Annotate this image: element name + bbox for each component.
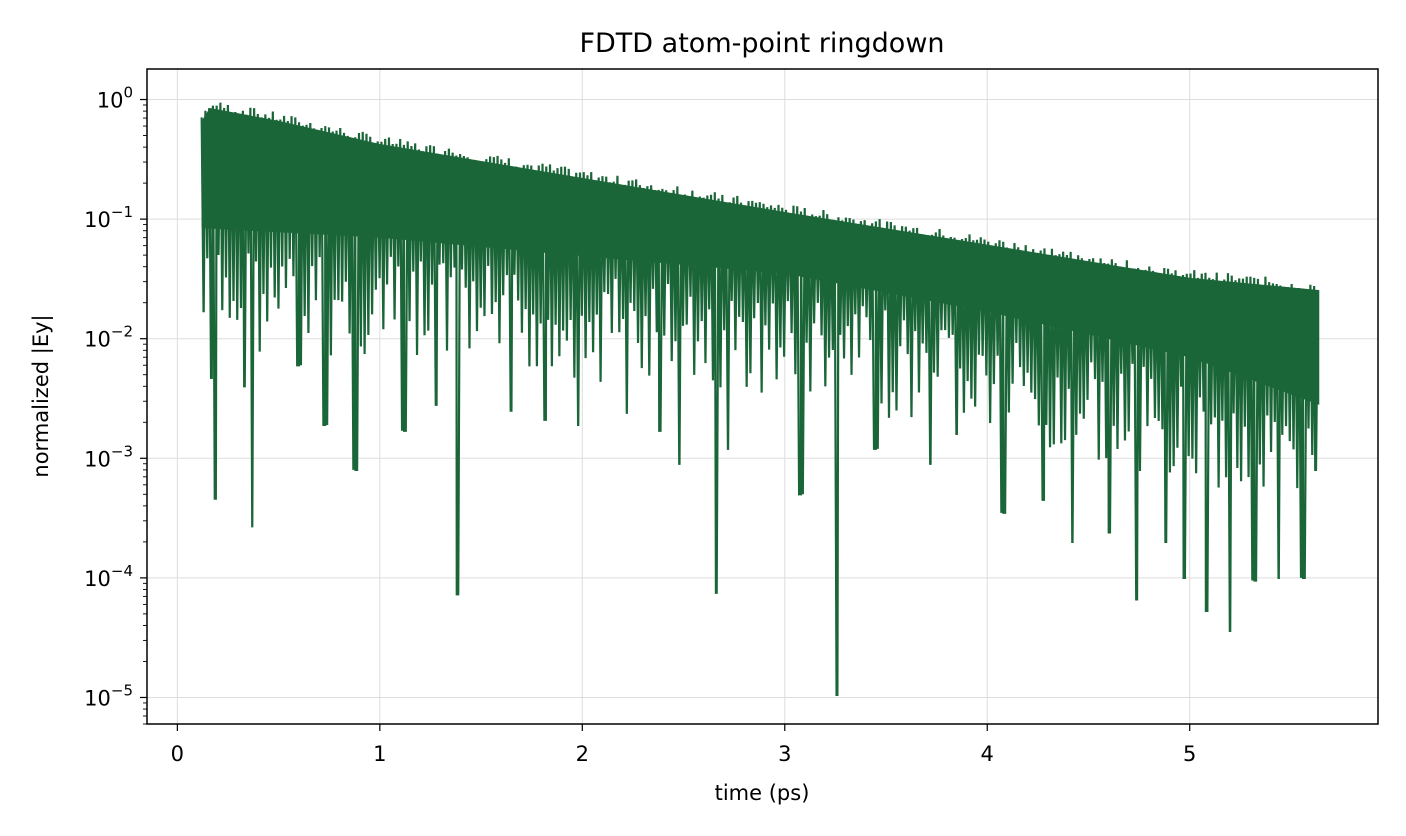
x-axis-label: time (ps) <box>715 781 810 805</box>
y-tick-base: 10 <box>84 208 111 232</box>
y-tick-exponent: 0 <box>123 84 133 102</box>
x-tick-label: 5 <box>1183 742 1196 766</box>
y-tick-base: 10 <box>84 567 111 591</box>
y-tick-label: 10−1 <box>84 203 133 232</box>
y-tick-exponent: −2 <box>111 323 133 341</box>
data-series <box>200 102 1320 697</box>
x-tick-label: 1 <box>373 742 386 766</box>
y-tick-exponent: −1 <box>111 203 133 221</box>
x-tick-label: 2 <box>576 742 589 766</box>
x-axis-ticks: 0 1 2 3 4 5 <box>171 724 1196 766</box>
series-band <box>201 107 1320 405</box>
y-tick-label: 100 <box>97 84 133 113</box>
y-tick-base: 10 <box>97 89 124 113</box>
y-tick-base: 10 <box>84 447 111 471</box>
plot-frame <box>146 68 1379 725</box>
y-axis-label: normalized |Ey| <box>29 314 54 477</box>
y-tick-exponent: −5 <box>111 681 133 699</box>
y-tick-label: 10−2 <box>84 323 133 352</box>
y-tick-exponent: −3 <box>111 442 133 460</box>
y-tick-label: 10−4 <box>84 562 133 591</box>
y-tick-exponent: −4 <box>111 562 133 580</box>
y-tick-label: 10−3 <box>84 442 133 471</box>
chart-title: FDTD atom-point ringdown <box>579 28 944 59</box>
x-tick-label: 0 <box>171 742 184 766</box>
x-tick-label: 4 <box>981 742 994 766</box>
y-tick-label: 10−5 <box>84 681 133 710</box>
x-tick-label: 3 <box>778 742 791 766</box>
y-tick-base: 10 <box>84 686 111 710</box>
y-tick-base: 10 <box>84 328 111 352</box>
